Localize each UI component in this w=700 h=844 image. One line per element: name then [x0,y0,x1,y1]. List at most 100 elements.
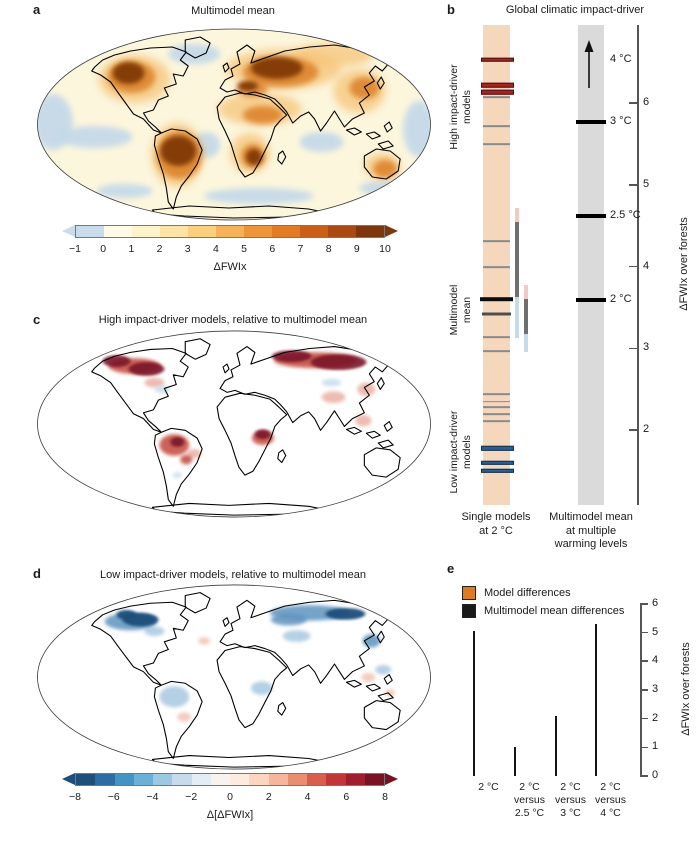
bar-1 [514,747,516,776]
e-axis-tick [640,660,648,662]
legend-label: Model differences [484,587,571,599]
coastline [383,421,393,432]
high-impact-model-line [481,82,514,88]
coastline [153,427,203,507]
coastline [277,702,287,716]
coastline [365,683,381,692]
colorbar-a-gradient [75,225,385,238]
b-axis-tick-label: 4 [643,259,650,272]
panel-a-title: Multimodel mean [191,5,275,17]
model-line [483,393,510,396]
map-shading-region [325,608,366,620]
warming-level-line [576,119,606,124]
colorbar-a-tick-label: −1 [69,243,81,255]
coastline [383,121,393,133]
colorbar-a-left-arrow [62,225,75,237]
colorbar-segment [345,774,365,785]
high-impact-model-line [481,90,514,95]
coastline [277,150,287,165]
colorbar-segment [268,774,288,785]
model-line [483,336,510,338]
uncertainty-range-blue [515,296,519,338]
panel-a: a Multimodel mean ΔFWIx −1 0 1 2 3 4 5 6 7 8 9 10 [30,0,440,310]
colorbar-segment [272,226,300,237]
secondary-mean-line [482,312,511,316]
warming-level-line [576,213,606,218]
panel-c: c High impact-driver models, relative to… [30,310,440,565]
colorbar-a-tick-label: 7 [297,243,304,255]
colorbar-segment [132,226,160,237]
colorbar-d-tick-label: −8 [69,791,81,803]
map-shading-region [116,609,137,620]
legend-swatch [462,604,476,618]
coastline [216,92,288,178]
coastline [219,44,390,132]
colorbar-segment [244,226,272,237]
map-shading-region [270,613,307,626]
colorbar-segment [328,226,356,237]
map-shading-region [245,149,262,165]
map-shading-region [112,62,145,84]
colorbar-segment [191,774,211,785]
coastline [383,674,393,685]
colorbar-a-tick-label: 4 [212,243,219,255]
e-axis-tick-label: 3 [652,682,659,695]
map-shading-region [359,181,408,195]
coastline [91,46,189,134]
map-shading-region [187,448,202,459]
b-y-axis-label: ΔFWIx over forests [678,217,690,311]
map-shading-region [180,454,193,465]
colorbar-segment [230,774,250,785]
map-shading-region [250,57,303,79]
colorbar-d-tick-label: 4 [304,791,311,803]
coastline [345,426,362,435]
low-impact-model-line [481,460,514,466]
colorbar-a-tick-label: 1 [128,243,135,255]
warming-level-label: 4 °C [610,53,632,65]
group-label-low-impact: Low impact-driver models [448,410,473,494]
coastline [91,347,189,433]
e-axis-tick [640,689,648,691]
single-models-strip [483,25,510,505]
b-axis-tick [629,102,637,104]
coastline [363,700,401,731]
colorbar-segment [216,226,244,237]
x-label-multimodel-mean: Multimodel mean at multiple warming leve… [549,511,633,550]
map-shading-region [375,664,392,675]
e-axis-tick-label: 4 [652,654,659,667]
colorbar-segment [76,774,96,785]
coastline [363,447,401,478]
colorbar-delta-delta-fwix: Δ[ΔFWIx] −8 −6 −4 −2 0 2 4 6 8 [35,773,433,833]
e-axis-tick-label: 6 [652,596,659,609]
colorbar-d-right-arrow [385,773,398,785]
e-axis-tick [640,746,648,749]
e-axis-tick [640,603,648,605]
coastline [91,601,189,686]
map-shading-region [357,382,376,397]
e-axis-tick-label: 2 [652,711,659,724]
coastline [222,617,230,627]
map-shading-region [299,132,344,152]
bar-category-label: 2 °C versus 2.5 °C [514,781,545,819]
e-axis-tick [640,631,648,634]
coastline [345,679,362,688]
colorbar-segment [364,774,384,785]
uncertainty-range-blue [524,334,528,352]
b-axis-tick-label: 5 [643,177,650,190]
bar-3 [595,623,597,776]
coastline [216,392,288,476]
model-line [483,125,510,127]
panel-a-label: a [33,2,41,17]
b-axis-tick [629,429,637,431]
warming-level-label: 2 °C [610,293,632,306]
coastline [363,148,401,180]
model-line [483,266,510,269]
coastline [222,62,230,73]
e-axis-tick-label: 0 [652,769,659,781]
colorbar-d-tick-label: −6 [107,791,120,803]
map-shading-region [237,81,258,91]
colorbar-d-tick-label: −4 [146,791,159,803]
coastline [377,439,394,449]
map-shading-region [144,377,165,388]
b-axis-tick [629,265,637,268]
